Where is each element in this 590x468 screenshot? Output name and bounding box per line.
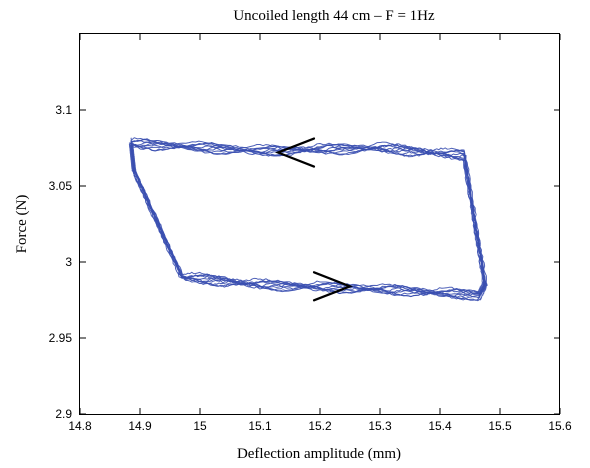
hysteresis-cycle-line — [129, 142, 485, 301]
hysteresis-cycle-line — [130, 138, 486, 295]
y-axis-label: Force (N) — [14, 195, 30, 254]
arrow-left-icon — [274, 137, 316, 168]
hysteresis-cycle-line — [130, 139, 486, 297]
y-axis-ticks: 2.9 2.95 3 3.05 3.1 — [49, 103, 560, 421]
y-tick-label: 3.1 — [55, 103, 72, 117]
x-tick-label: 15 — [193, 419, 207, 433]
direction-arrows — [274, 137, 354, 302]
x-tick-label: 15.5 — [488, 419, 512, 433]
x-tick-label: 15.4 — [428, 419, 452, 433]
hysteresis-cycle-line — [128, 142, 484, 298]
y-tick-label: 2.95 — [49, 331, 73, 345]
x-tick-label: 15.2 — [308, 419, 332, 433]
x-tick-label: 15.3 — [368, 419, 392, 433]
hysteresis-cycle-line — [130, 137, 487, 296]
x-tick-label: 15.1 — [248, 419, 272, 433]
chart-title: Uncoiled length 44 cm – F = 1Hz — [233, 8, 435, 24]
x-tick-label: 14.9 — [128, 419, 152, 433]
y-tick-label: 3.05 — [49, 179, 73, 193]
y-tick-label: 3 — [65, 255, 72, 269]
hysteresis-cycle-line — [130, 138, 487, 296]
arrow-right-icon — [312, 271, 354, 302]
y-tick-label: 2.9 — [55, 407, 72, 421]
x-tick-label: 14.8 — [68, 419, 92, 433]
x-axis-ticks: 14.8 14.9 15 15.1 15.2 15.3 15.4 15.5 15.6 — [68, 34, 572, 433]
plot-frame — [79, 33, 560, 415]
x-axis-label: Deflection amplitude (mm) — [237, 446, 401, 462]
x-tick-label: 15.6 — [548, 419, 572, 433]
hysteresis-loops — [128, 137, 488, 302]
